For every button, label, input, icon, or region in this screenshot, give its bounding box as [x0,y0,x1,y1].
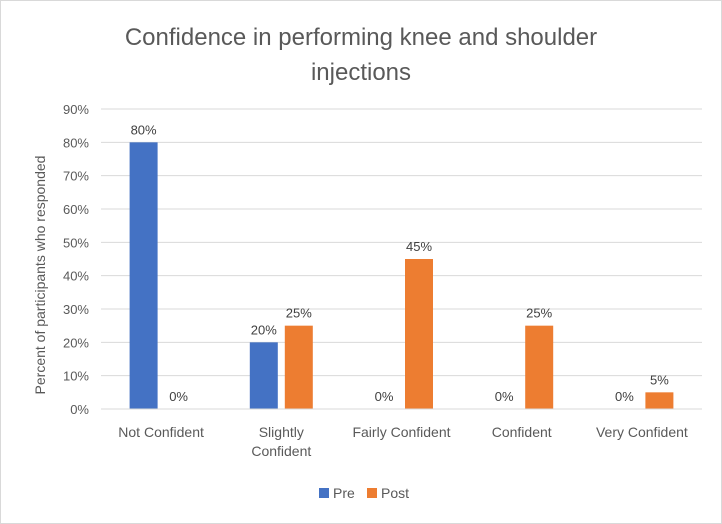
y-tick-label: 20% [63,335,89,350]
legend: Pre Post [319,485,409,501]
bar-post [405,259,433,409]
data-label: 0% [495,389,514,404]
bar-post [525,325,554,409]
data-label: 0% [615,389,634,404]
legend-swatch-post [367,488,377,498]
x-axis-categories: Not Confident Slightly Confident Fairly Con… [118,424,688,459]
x-category-label: Slightly [259,424,304,440]
y-tick-label: 80% [63,135,89,150]
data-label: 0% [169,389,188,404]
y-tick-label: 50% [63,235,89,250]
x-category-label: Confident [492,424,552,440]
y-axis-title: Percent of participants who responded [32,156,48,395]
data-label: 5% [650,372,669,387]
x-category-label: Very Confident [596,424,688,440]
x-category-label: Not Confident [118,424,204,440]
y-tick-label: 90% [63,102,89,117]
chart-title-line: injections [311,59,411,86]
data-label: 25% [526,306,552,321]
data-label: 25% [286,306,312,321]
y-tick-label: 70% [63,169,89,184]
legend-swatch-pre [319,488,329,498]
bar-pre [249,342,278,409]
bars [129,142,674,410]
y-tick-label: 40% [63,269,89,284]
data-label: 45% [406,239,432,254]
legend-label-post: Post [381,485,409,501]
data-label: 20% [251,322,277,337]
y-tick-label: 30% [63,302,89,317]
y-tick-label: 10% [63,369,89,384]
y-tick-label: 60% [63,202,89,217]
y-axis-ticks: 0% 10% 20% 30% 40% 50% 60% 70% 80% 90% [63,102,89,417]
chart-title-line: Confidence in performing knee and should… [125,24,597,51]
data-label: 80% [131,122,157,137]
gridlines [101,108,702,410]
chart-title: Confidence in performing knee and should… [125,24,597,86]
bar-post [284,325,313,409]
data-label: 0% [375,389,394,404]
bar-pre [129,142,158,410]
x-category-label: Confident [251,443,311,459]
data-labels: 80% 0% 20% 25% 0% 45% 0% 25% 0% 5% [131,122,670,404]
x-category-label: Fairly Confident [352,424,450,440]
y-tick-label: 0% [70,402,89,417]
legend-label-pre: Pre [333,485,355,501]
bar-post [645,392,674,409]
